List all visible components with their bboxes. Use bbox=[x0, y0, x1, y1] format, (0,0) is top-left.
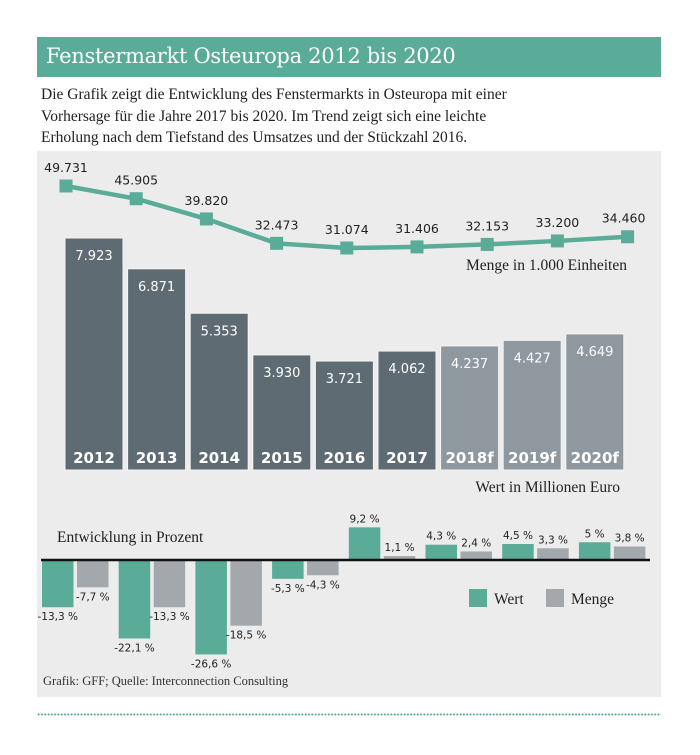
percent-bar-wert bbox=[118, 560, 151, 639]
percent-bar-wert bbox=[578, 542, 611, 560]
value-bars: 7.923 2012 6.871 2013 5.353 2014 3.930 2015 3.72… bbox=[64, 237, 625, 471]
percent-bar-wert bbox=[272, 560, 304, 579]
value-bar-label: 3.721 bbox=[326, 372, 363, 387]
line-marker bbox=[129, 192, 143, 206]
percent-bars: -13,3 % -7,7 % -22,1 % -13,3 % -26,6 % -18,5 … bbox=[38, 513, 650, 670]
page-title: Fenstermarkt Osteuropa 2012 bis 2020 bbox=[46, 44, 456, 68]
legend-swatch-menge bbox=[546, 589, 564, 607]
legend-label-menge: Menge bbox=[571, 591, 614, 608]
year-label: 2017 bbox=[386, 449, 428, 467]
percent-label: -7,7 % bbox=[76, 591, 110, 603]
value-bar-label: 4.237 bbox=[451, 357, 488, 372]
line-value-label: 33.200 bbox=[536, 215, 580, 230]
value-bar-label: 7.923 bbox=[75, 249, 112, 264]
percent-label: 1,1 % bbox=[385, 542, 415, 554]
line-value-label: 32.473 bbox=[255, 217, 299, 232]
line-marker bbox=[480, 237, 494, 251]
percent-label: -26,6 % bbox=[191, 658, 232, 670]
line-series-title: Menge in 1.000 Einheiten bbox=[466, 257, 627, 274]
line-marker bbox=[199, 212, 213, 226]
quantity-line: 49.731 45.905 39.820 32.473 31.074 31.406 32.1… bbox=[44, 160, 646, 255]
percent-label: 5 % bbox=[585, 528, 605, 540]
line-value-label: 32.153 bbox=[465, 218, 509, 233]
line-marker bbox=[270, 236, 284, 250]
intro-line: Vorhersage für die Jahre 2017 bis 2020. … bbox=[41, 107, 487, 125]
value-bar-label: 3.930 bbox=[263, 366, 300, 381]
value-bar-label: 4.062 bbox=[388, 362, 425, 377]
percent-label: 4,3 % bbox=[426, 531, 456, 543]
value-bar-label: 4.649 bbox=[576, 345, 613, 360]
percent-bar-menge bbox=[230, 560, 262, 626]
line-value-label: 45.905 bbox=[114, 173, 158, 188]
intro-text: Die Grafik zeigt die Entwicklung des Fen… bbox=[41, 84, 661, 149]
percent-label: -22,1 % bbox=[114, 642, 155, 654]
line-marker bbox=[621, 230, 635, 244]
line-value-label: 49.731 bbox=[44, 160, 88, 175]
percent-bar-menge bbox=[460, 551, 492, 560]
line-marker bbox=[410, 240, 424, 254]
value-bar bbox=[502, 339, 562, 471]
value-bar bbox=[127, 268, 187, 471]
percent-label: -13,3 % bbox=[38, 611, 79, 623]
percent-label: -4,3 % bbox=[306, 579, 340, 591]
year-label: 2014 bbox=[198, 449, 240, 467]
percent-bar-wert bbox=[425, 544, 457, 560]
title-bar: Fenstermarkt Osteuropa 2012 bis 2020 bbox=[37, 37, 661, 77]
year-label: 2018f bbox=[445, 449, 494, 467]
chart-svg: 7.923 2012 6.871 2013 5.353 2014 3.930 2015 3.72… bbox=[38, 160, 650, 688]
percent-bar-menge bbox=[383, 556, 416, 560]
percent-bar-menge bbox=[77, 560, 109, 588]
value-bar bbox=[440, 345, 500, 471]
year-label: 2013 bbox=[136, 449, 178, 467]
percent-label: 9,2 % bbox=[350, 513, 380, 525]
percent-bar-wert bbox=[348, 527, 381, 560]
value-bar-label: 5.353 bbox=[201, 324, 238, 339]
percent-label: -5,3 % bbox=[271, 583, 305, 595]
chart-panel: 7.923 2012 6.871 2013 5.353 2014 3.930 2015 3.72… bbox=[37, 151, 661, 697]
bar-series-title: Wert in Millionen Euro bbox=[475, 479, 620, 496]
percent-bar-wert bbox=[42, 560, 74, 608]
percent-label: 3,3 % bbox=[538, 534, 568, 546]
year-label: 2016 bbox=[324, 449, 366, 467]
source-note: Grafik: GFF; Quelle: Interconnection Con… bbox=[43, 674, 289, 688]
line-value-label: 39.820 bbox=[185, 193, 229, 208]
percent-chart-title: Entwicklung in Prozent bbox=[57, 529, 204, 546]
intro-line: Erholung nach dem Tiefstand des Umsatzes… bbox=[41, 129, 468, 146]
legend: Wert Menge bbox=[469, 589, 614, 608]
percent-bar-wert bbox=[195, 560, 227, 655]
percent-bar-menge bbox=[537, 548, 569, 560]
percent-label: 3,8 % bbox=[615, 533, 645, 545]
percent-label: 2,4 % bbox=[461, 537, 491, 549]
percent-bar-menge bbox=[153, 560, 186, 608]
value-bar bbox=[565, 333, 625, 471]
value-bar bbox=[64, 237, 124, 471]
year-label: 2019f bbox=[508, 449, 557, 467]
percent-label: -18,5 % bbox=[226, 630, 267, 642]
year-label: 2020f bbox=[571, 449, 620, 467]
line-value-label: 34.460 bbox=[602, 211, 646, 226]
legend-swatch-wert bbox=[469, 589, 487, 607]
year-label: 2012 bbox=[73, 449, 115, 467]
value-bar-label: 6.871 bbox=[138, 280, 175, 295]
value-bar bbox=[314, 360, 374, 471]
line-marker bbox=[550, 234, 564, 248]
value-bar bbox=[377, 350, 437, 471]
line-marker bbox=[59, 179, 73, 193]
dotted-divider bbox=[37, 713, 661, 716]
percent-label: 4,5 % bbox=[503, 530, 533, 542]
line-marker bbox=[340, 241, 354, 255]
line-value-label: 31.074 bbox=[325, 222, 369, 237]
legend-label-wert: Wert bbox=[494, 591, 524, 608]
line-value-label: 31.406 bbox=[395, 221, 439, 236]
intro-line: Die Grafik zeigt die Entwicklung des Fen… bbox=[41, 86, 507, 103]
value-bar bbox=[189, 312, 249, 471]
percent-bar-wert bbox=[502, 544, 534, 560]
percent-bar-menge bbox=[613, 546, 646, 560]
value-bar-label: 4.427 bbox=[514, 351, 551, 366]
percent-bar-menge bbox=[307, 560, 339, 576]
percent-label: -13,3 % bbox=[149, 611, 190, 623]
value-bar bbox=[252, 354, 312, 471]
year-label: 2015 bbox=[261, 449, 303, 467]
